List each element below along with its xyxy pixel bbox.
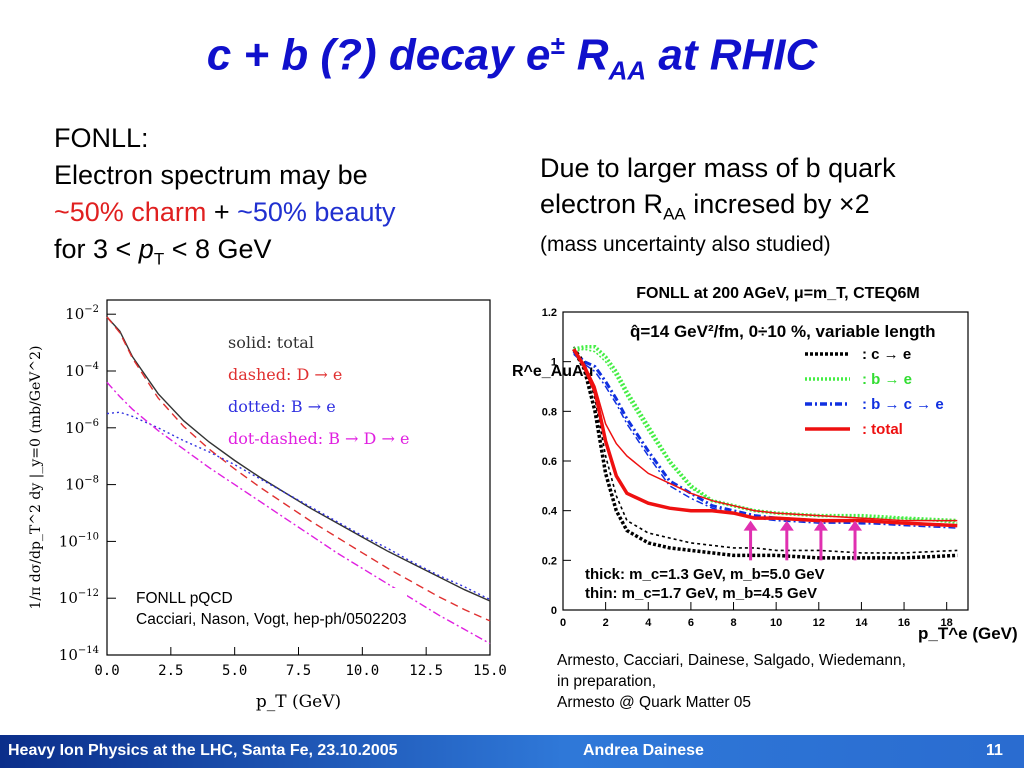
series-line-1 bbox=[106, 316, 491, 622]
legend-entry-0: : c → e bbox=[862, 346, 911, 363]
x-tick-label: 10 bbox=[770, 617, 782, 629]
x-tick-label: 0 bbox=[560, 617, 566, 629]
y-tick-label: 10−4 bbox=[65, 361, 99, 380]
raa-increase-line: electron RAA incresed by ×2 bbox=[540, 189, 870, 224]
right-text-block: Due to larger mass of b quark electron R… bbox=[540, 150, 896, 258]
legend-entry-2: dotted: B → e bbox=[228, 397, 336, 416]
arrow-head-0 bbox=[743, 520, 758, 531]
y-tick-label: 1 bbox=[551, 357, 557, 369]
mass-explanation-line: Due to larger mass of b quark bbox=[540, 153, 896, 183]
y-tick-label: 0.4 bbox=[542, 506, 558, 518]
y-axis-label: R^e_AuAu bbox=[512, 363, 593, 380]
x-tick-label: 5.0 bbox=[222, 663, 247, 679]
series-line-0 bbox=[572, 348, 958, 560]
spectrum-chart: 0.0 2.5 5.0 7.5 10.0 12.5 15.0 10−2 10−4 10−6 10−8… bbox=[28, 299, 507, 712]
x-tick-label: 15.0 bbox=[473, 663, 507, 679]
y-tick-label: 0 bbox=[551, 605, 557, 617]
legend-entry-3: : total bbox=[862, 421, 903, 438]
y-axis-label: 1/π dσ/dp_T^2 dy |_y=0 (mb/GeV^2) bbox=[28, 346, 44, 610]
y-tick-label: 10−10 bbox=[59, 531, 99, 550]
footer-author: Andrea Dainese bbox=[583, 742, 704, 759]
armesto-credit: Armesto, Cacciari, Dainese, Salgado, Wie… bbox=[557, 652, 906, 711]
fonll-label: FONLL: bbox=[54, 123, 149, 153]
y-tick-label: 10−6 bbox=[65, 418, 99, 437]
y-tick-label: 10−12 bbox=[59, 588, 99, 607]
footer-bar: Heavy Ion Physics at the LHC, Santa Fe, … bbox=[0, 735, 1024, 768]
x-tick-label: 6 bbox=[688, 617, 694, 629]
pt-range-line: for 3 < pT < 8 GeV bbox=[54, 234, 272, 269]
series-line-5 bbox=[573, 353, 958, 529]
charm-fraction: ~50% charm bbox=[54, 197, 207, 227]
footer-conference: Heavy Ion Physics at the LHC, Santa Fe, … bbox=[8, 742, 398, 759]
x-tick-label: 2 bbox=[603, 617, 609, 629]
thick-mass-note: thick: m_c=1.3 GeV, m_b=5.0 GeV bbox=[585, 566, 825, 583]
series-line-6 bbox=[572, 348, 958, 528]
arrow-head-2 bbox=[813, 520, 828, 531]
legend-entry-3: dot-dashed: B → D → e bbox=[228, 429, 409, 448]
y-tick-label: 0.8 bbox=[542, 406, 557, 418]
fonll-credit: FONLL pQCD Cacciari, Nason, Vogt, hep-ph… bbox=[136, 588, 407, 630]
x-tick-label: 8 bbox=[730, 617, 736, 629]
thin-mass-note: thin: m_c=1.7 GeV, m_b=4.5 GeV bbox=[585, 585, 817, 602]
chart-title: FONLL at 200 AGeV, μ=m_T, CTEQ6M bbox=[636, 285, 920, 302]
arrow-head-1 bbox=[779, 520, 794, 531]
left-text-block: FONLL: Electron spectrum may be ~50% cha… bbox=[54, 120, 395, 277]
x-axis-label: p_T (GeV) bbox=[256, 692, 341, 712]
legend-entry-1: : b → e bbox=[862, 371, 912, 388]
legend-entry-0: solid: total bbox=[228, 333, 314, 352]
legend-entry-2: : b → c → e bbox=[862, 396, 944, 413]
y-tick-label: 10−8 bbox=[65, 475, 99, 494]
x-tick-label: 7.5 bbox=[286, 663, 311, 679]
x-tick-label: 16 bbox=[898, 617, 910, 629]
x-tick-label: 0.0 bbox=[94, 663, 119, 679]
y-tick-label: 10−2 bbox=[65, 304, 99, 323]
charm-beauty-line: ~50% charm + ~50% beauty bbox=[54, 197, 396, 227]
slide-title: c + b (?) decay e± RAA at RHIC bbox=[206, 30, 818, 86]
raa-chart: FONLL at 200 AGeV, μ=m_T, CTEQ6M q̂=14 Ge… bbox=[512, 285, 1018, 643]
y-tick-label: 0.2 bbox=[542, 555, 557, 567]
x-tick-label: 12.5 bbox=[409, 663, 443, 679]
x-tick-label: 14 bbox=[855, 617, 868, 629]
x-tick-label: 10.0 bbox=[345, 663, 379, 679]
mass-uncertainty-note: (mass uncertainty also studied) bbox=[540, 233, 831, 257]
y-tick-label: 0.6 bbox=[542, 456, 557, 468]
series-line-7 bbox=[573, 348, 958, 522]
x-tick-label: 12 bbox=[813, 617, 825, 629]
electron-spectrum-line: Electron spectrum may be bbox=[54, 160, 368, 190]
model-annotation: q̂=14 GeV²/fm, 0÷10 %, variable length bbox=[630, 322, 936, 341]
series-line-0 bbox=[106, 316, 491, 602]
x-tick-label: 2.5 bbox=[158, 663, 183, 679]
series-line-3 bbox=[106, 381, 491, 645]
y-tick-label: 10−14 bbox=[59, 645, 99, 664]
footer-page-number: 11 bbox=[986, 742, 1003, 759]
x-axis-label: p_T^e (GeV) bbox=[918, 624, 1018, 643]
y-tick-label: 1.2 bbox=[542, 307, 557, 319]
beauty-fraction: ~50% beauty bbox=[237, 197, 396, 227]
legend-entry-1: dashed: D → e bbox=[228, 365, 342, 384]
arrow-head-3 bbox=[848, 520, 863, 531]
x-tick-label: 4 bbox=[645, 617, 652, 629]
x-tick-label: 18 bbox=[941, 617, 953, 629]
